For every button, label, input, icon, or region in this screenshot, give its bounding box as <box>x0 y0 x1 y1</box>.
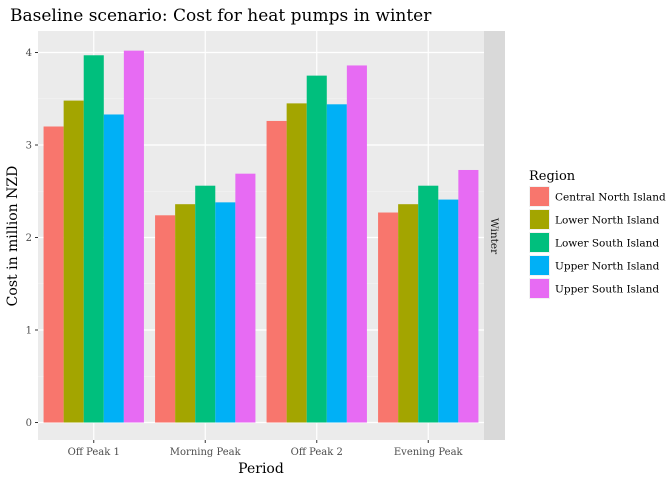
bar <box>418 185 439 423</box>
bar <box>63 100 84 423</box>
x-tick-label: Morning Peak <box>170 447 242 458</box>
y-tick-label: 2 <box>26 233 32 244</box>
legend-swatch <box>530 210 549 229</box>
bar <box>458 169 479 423</box>
y-tick-label: 3 <box>26 141 32 152</box>
legend-label: Upper North Island <box>555 261 660 273</box>
legend-label: Lower North Island <box>555 215 660 227</box>
facet-strip <box>484 31 505 440</box>
bars <box>43 50 479 423</box>
y-tick-label: 0 <box>26 418 32 429</box>
legend-swatch <box>530 233 549 252</box>
legend-swatch <box>530 187 549 206</box>
bar <box>346 65 367 423</box>
x-tick-label: Off Peak 2 <box>291 447 343 458</box>
legend-title: Region <box>529 169 576 184</box>
legend-label: Upper South Island <box>555 284 659 296</box>
bar <box>215 202 236 423</box>
y-tick-label: 1 <box>26 326 32 337</box>
bar <box>266 120 287 423</box>
bar <box>326 104 347 423</box>
bar <box>306 75 327 423</box>
bar <box>155 215 176 423</box>
x-tick-label: Evening Peak <box>394 447 464 458</box>
bar <box>438 199 459 423</box>
legend-swatch <box>530 279 549 298</box>
bar <box>398 204 419 423</box>
y-tick-label: 4 <box>26 48 32 59</box>
legend-label: Central North Island <box>555 192 666 204</box>
bar <box>235 173 256 423</box>
y-axis: 0 1 2 3 4 <box>26 48 38 429</box>
bar <box>286 103 307 423</box>
bar <box>43 126 64 423</box>
x-tick-label: Off Peak 1 <box>68 447 120 458</box>
bar <box>103 114 124 423</box>
x-axis: Off Peak 1 Morning Peak Off Peak 2 Evening … <box>68 440 464 458</box>
y-axis-title: Cost in million NZD <box>5 166 21 307</box>
bar <box>378 212 399 423</box>
legend: Central North Island Lower North Island Lo… <box>529 186 666 299</box>
bar <box>123 50 144 423</box>
bar <box>83 55 104 423</box>
chart-title: Baseline scenario: Cost for heat pumps i… <box>10 6 432 26</box>
bar <box>175 204 196 423</box>
bar <box>195 185 216 423</box>
x-axis-title: Period <box>238 461 284 477</box>
facet-strip-label: Winter <box>488 218 500 255</box>
legend-label: Lower South Island <box>555 238 659 250</box>
legend-swatch <box>530 256 549 275</box>
